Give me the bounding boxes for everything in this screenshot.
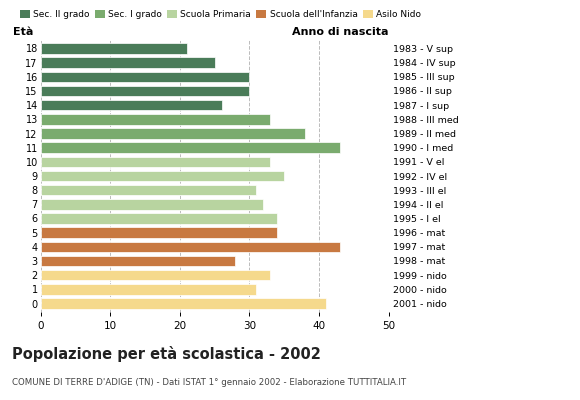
Bar — [41, 199, 263, 210]
Bar — [41, 298, 326, 309]
Bar — [41, 185, 256, 196]
Bar — [41, 284, 256, 295]
Bar — [41, 213, 277, 224]
Bar — [41, 43, 187, 54]
Bar — [41, 270, 270, 280]
Text: Età: Età — [13, 27, 34, 37]
Bar — [41, 227, 277, 238]
Bar — [41, 171, 284, 181]
Bar — [41, 156, 270, 167]
Text: COMUNE DI TERRE D'ADIGE (TN) - Dati ISTAT 1° gennaio 2002 - Elaborazione TUTTITA: COMUNE DI TERRE D'ADIGE (TN) - Dati ISTA… — [12, 378, 406, 387]
Bar — [41, 72, 249, 82]
Text: Popolazione per età scolastica - 2002: Popolazione per età scolastica - 2002 — [12, 346, 321, 362]
Legend: Sec. II grado, Sec. I grado, Scuola Primaria, Scuola dell'Infanzia, Asilo Nido: Sec. II grado, Sec. I grado, Scuola Prim… — [16, 6, 425, 23]
Bar — [41, 142, 340, 153]
Bar — [41, 57, 215, 68]
Bar — [41, 128, 305, 139]
Bar — [41, 100, 222, 110]
Bar — [41, 256, 235, 266]
Bar — [41, 242, 340, 252]
Bar — [41, 114, 270, 125]
Text: Anno di nascita: Anno di nascita — [292, 27, 389, 37]
Bar — [41, 86, 249, 96]
